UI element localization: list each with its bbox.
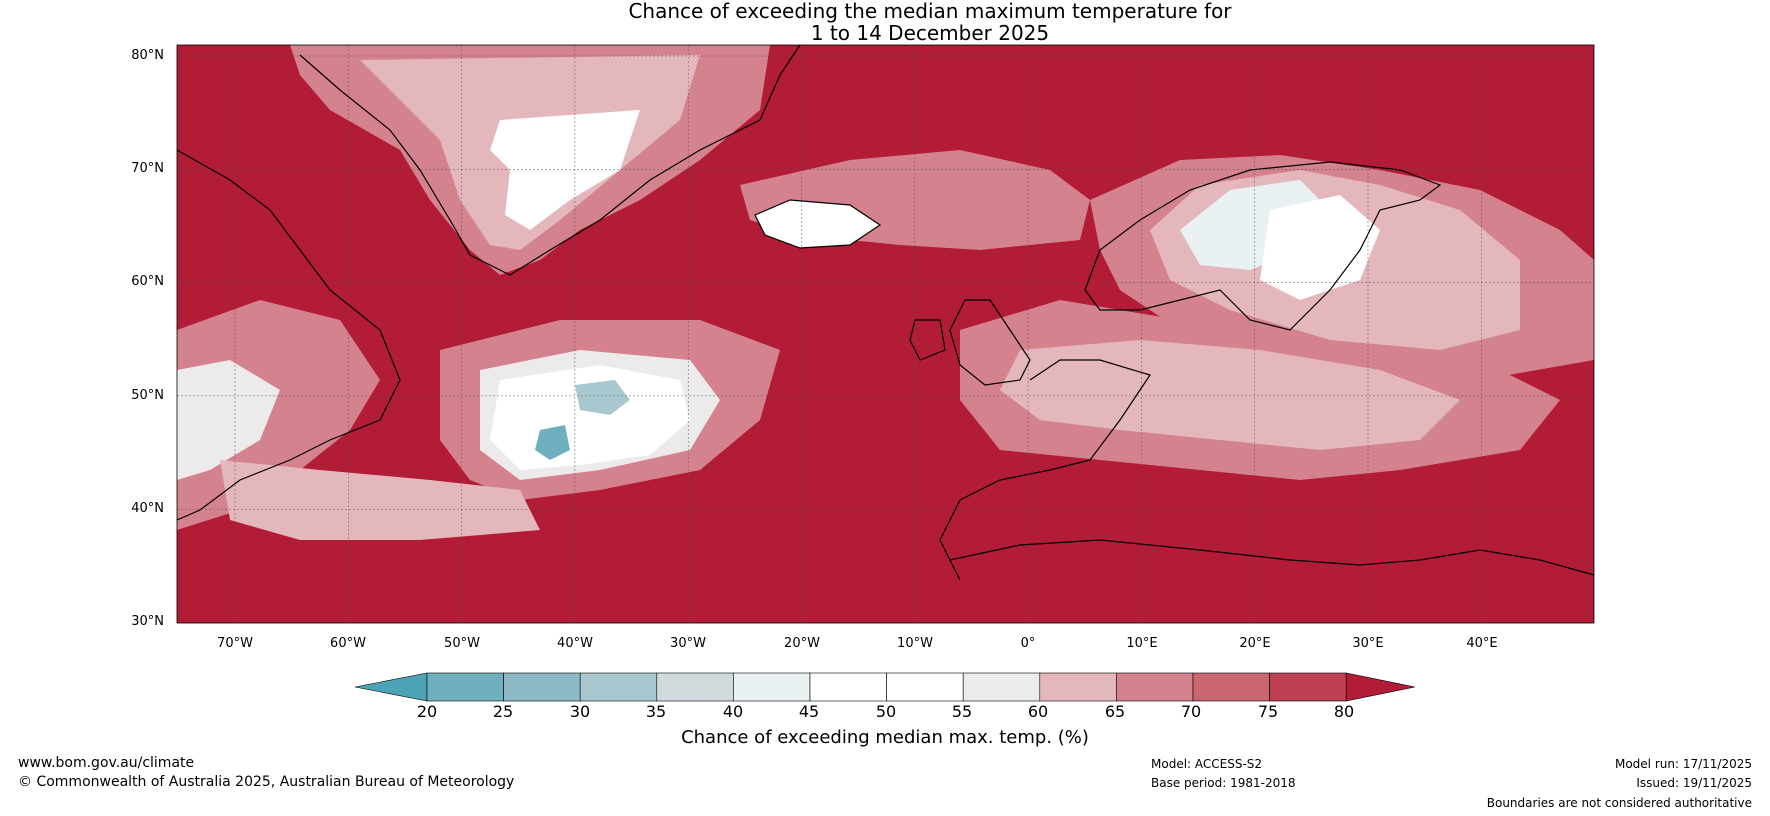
colorbar-tick-55: 55: [951, 702, 973, 721]
iceland-shade: [755, 200, 880, 248]
colorbar-tick-35: 35: [645, 702, 667, 721]
lat-label-40n: 40°N: [131, 501, 164, 516]
iceland-coast: [754, 199, 882, 249]
colorbar-segment: [656, 672, 734, 702]
lon-label-50w: 50°W: [444, 636, 480, 651]
atlantic-shade-35: [575, 380, 630, 415]
lon-label-30w: 30°W: [670, 636, 706, 651]
north-america-shade-60: [177, 360, 280, 480]
graticule: [177, 45, 1594, 623]
probability-shading: [177, 45, 1594, 540]
colorbar-segment: [1192, 672, 1270, 702]
lon-label-60w: 60°W: [330, 636, 366, 651]
lon-label-0: 0°: [1020, 636, 1036, 651]
colorbar-tick-80: 80: [1333, 702, 1355, 721]
map-title-line2: 1 to 14 December 2025: [810, 21, 1050, 45]
footer-base-period: Base period: 1981-2018: [1151, 776, 1296, 790]
greenland-coast: [299, 44, 801, 276]
footer-copyright: © Commonwealth of Australia 2025, Austra…: [18, 774, 515, 790]
colorbar-segment: [809, 672, 887, 702]
colorbar-segment: [1116, 672, 1194, 702]
colorbar-arrow-low: [354, 672, 428, 702]
subtropical-shade-65: [220, 460, 540, 540]
map-panel: [176, 44, 1595, 624]
lon-label-20e: 20°E: [1239, 636, 1271, 651]
finland-shade-50: [1260, 195, 1380, 300]
lat-label-30n: 30°N: [131, 614, 164, 629]
lat-label-50n: 50°N: [131, 388, 164, 403]
coastlines: [176, 44, 1595, 581]
british-isles-coast: [909, 299, 1031, 386]
colorbar: [354, 672, 1416, 702]
lon-label-10w: 10°W: [897, 636, 933, 651]
footer-model: Model: ACCESS-S2: [1151, 757, 1263, 771]
colorbar-segment: [579, 672, 658, 702]
map-frame: [176, 44, 1595, 624]
colorbar-segment: [886, 672, 964, 702]
colorbar-tick-30: 30: [569, 702, 591, 721]
lon-label-20w: 20°W: [784, 636, 820, 651]
lon-label-40w: 40°W: [557, 636, 593, 651]
europe-shade-65: [1000, 340, 1460, 450]
colorbar-tick-45: 45: [798, 702, 820, 721]
colorbar-tick-20: 20: [416, 702, 438, 721]
lon-label-10e: 10°E: [1126, 636, 1158, 651]
colorbar-tick-40: 40: [722, 702, 744, 721]
scandinavia-coast: [1084, 161, 1442, 331]
colorbar-segment: [733, 672, 811, 702]
atlantic-shade-25: [535, 425, 570, 460]
footer-model-run: Model run: 17/11/2025: [1614, 757, 1752, 771]
greenland-shade-50: [490, 110, 640, 230]
footer-disclaimer: Boundaries are not considered authoritat…: [1486, 796, 1752, 810]
colorbar-tick-25: 25: [492, 702, 514, 721]
lat-label-60n: 60°N: [131, 274, 164, 289]
colorbar-segment: [1039, 672, 1117, 702]
colorbar-tick-75: 75: [1257, 702, 1279, 721]
lat-label-80n: 80°N: [131, 48, 164, 63]
colorbar-tick-65: 65: [1104, 702, 1126, 721]
north-africa-coast: [949, 539, 1595, 576]
footer-website-link[interactable]: www.bom.gov.au/climate: [18, 755, 195, 771]
colorbar-tick-60: 60: [1027, 702, 1049, 721]
colorbar-segment: [1269, 672, 1347, 702]
colorbar-segment: [426, 672, 504, 702]
lon-label-30e: 30°E: [1352, 636, 1384, 651]
colorbar-segment: [962, 672, 1041, 702]
colorbar-tick-50: 50: [875, 702, 897, 721]
colorbar-tick-70: 70: [1180, 702, 1202, 721]
footer-issued: Issued: 19/11/2025: [1636, 776, 1752, 790]
colorbar-segment: [503, 672, 581, 702]
colorbar-label: Chance of exceeding median max. temp. (%…: [681, 727, 1089, 748]
north-america-coast: [176, 149, 401, 521]
lon-label-40e: 40°E: [1466, 636, 1498, 651]
lon-label-70w: 70°W: [217, 636, 253, 651]
colorbar-arrow-high: [1345, 672, 1416, 702]
europe-coast: [939, 359, 1151, 581]
map-title-line1: Chance of exceeding the median maximum t…: [628, 0, 1232, 23]
lat-label-70n: 70°N: [131, 161, 164, 176]
